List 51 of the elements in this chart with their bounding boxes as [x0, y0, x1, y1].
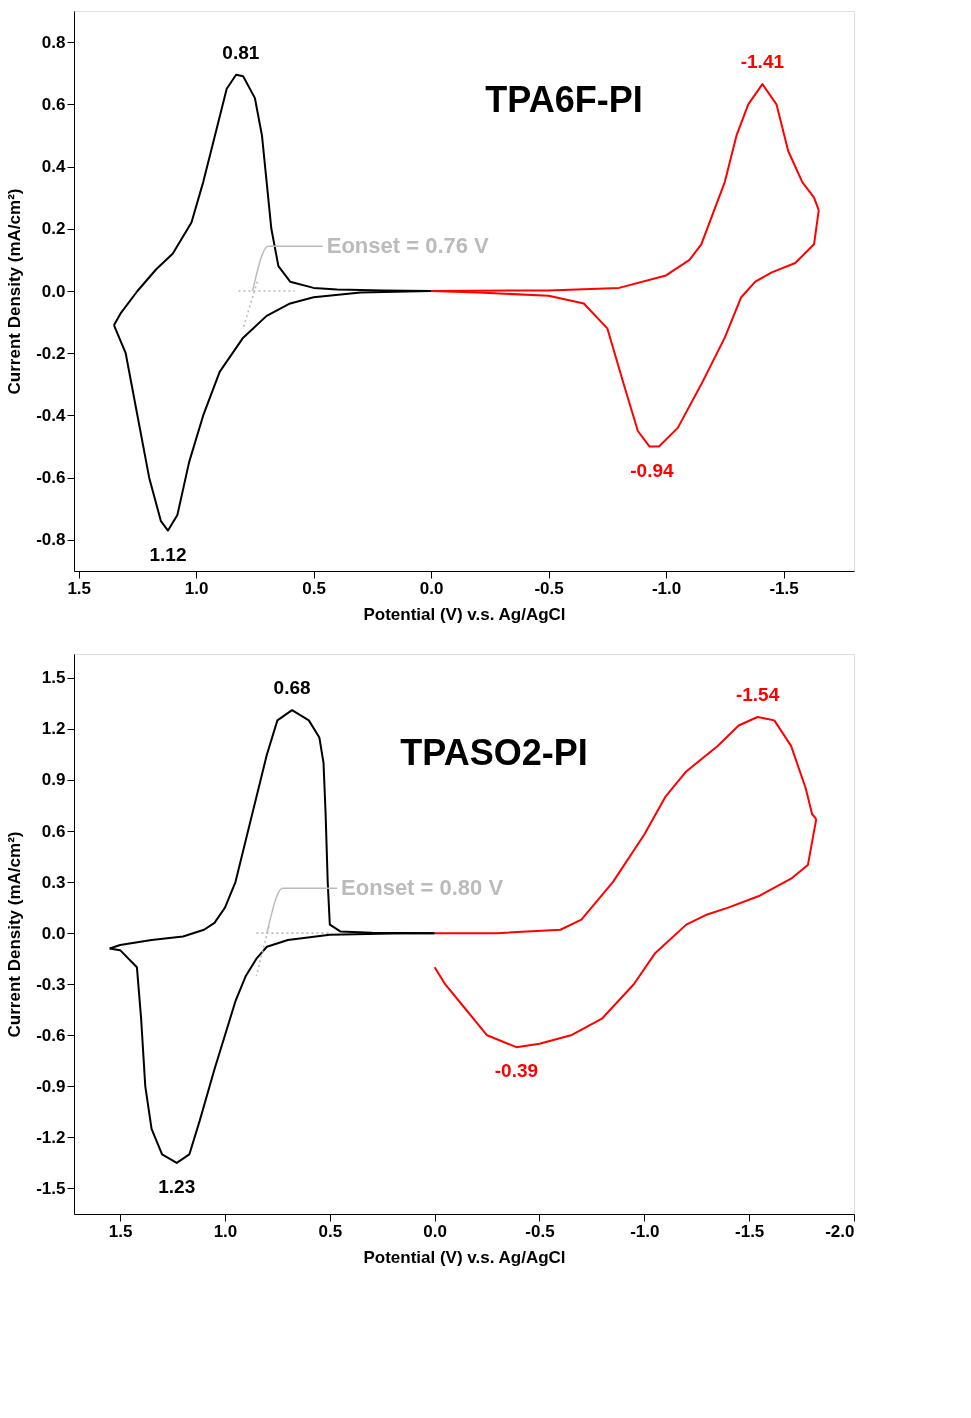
x-tick-label: 0.5 [318, 1221, 343, 1241]
y-tick-label: -0.3 [36, 974, 66, 994]
annotation: Eonset = 0.76 V [326, 233, 490, 259]
x-tick-label: 0.0 [419, 578, 444, 598]
annotation: 1.23 [158, 1175, 196, 1197]
y-axis-title: Current Density (mA/cm²) [5, 188, 25, 395]
x-tick-label: -1.0 [651, 578, 682, 598]
y-tick-label: 1.2 [41, 719, 66, 739]
x-tick-label: -0.5 [534, 578, 564, 598]
y-tick-label: 0.2 [41, 219, 66, 239]
y-tick-label: -0.2 [36, 343, 66, 363]
y-tick-label: 0.8 [41, 32, 66, 52]
x-axis-title: Potential (V) v.s. Ag/AgCl [363, 604, 566, 624]
y-tick-label: 0.3 [41, 872, 66, 892]
y-tick-label: -1.5 [36, 1178, 66, 1198]
x-tick-label: 1.5 [108, 1221, 133, 1241]
y-tick-label: 0.0 [41, 923, 66, 943]
y-tick-label: 0.4 [41, 157, 67, 177]
y-tick-label: 0.9 [41, 770, 66, 790]
x-tick-label: -2.0 [825, 1221, 855, 1241]
x-tick-label: 0.0 [423, 1221, 447, 1241]
y-tick-label: -0.8 [36, 530, 66, 550]
text: TPASO2-PI [400, 732, 588, 773]
x-tick-label: -1.5 [735, 1221, 765, 1241]
annotation: 1.12 [149, 543, 187, 565]
y-tick-label: 0.6 [41, 94, 66, 114]
annotation: 0.68 [273, 677, 311, 699]
x-tick-label: 1.0 [184, 578, 209, 598]
annotation: -1.54 [735, 683, 780, 705]
x-tick-label: -1.0 [630, 1221, 660, 1241]
x-tick-label: -1.5 [769, 578, 799, 598]
annotation: -0.39 [494, 1060, 539, 1082]
y-tick-label: -1.2 [36, 1127, 66, 1147]
y-tick-label: -0.4 [36, 405, 67, 425]
y-tick-label: 0.0 [41, 281, 66, 301]
x-tick-label: 0.5 [302, 578, 326, 598]
text: TPA6F-PI [485, 79, 643, 120]
y-tick-label: -0.6 [36, 468, 66, 488]
annotation: -0.94 [630, 459, 675, 481]
y-tick-label: -0.6 [36, 1025, 66, 1045]
y-tick-label: 1.5 [41, 668, 66, 688]
annotation: -1.41 [740, 51, 785, 73]
x-tick-label: -0.5 [525, 1221, 555, 1241]
y-axis-title: Current Density (mA/cm²) [5, 831, 25, 1038]
y-tick-label: -0.9 [36, 1076, 66, 1096]
x-tick-label: 1.0 [213, 1221, 238, 1241]
x-axis-title: Potential (V) v.s. Ag/AgCl [363, 1247, 566, 1267]
annotation: Eonset = 0.80 V [341, 875, 504, 901]
y-tick-label: 0.6 [41, 821, 66, 841]
annotation: 0.81 [222, 41, 260, 63]
x-tick-label: 1.5 [67, 578, 92, 598]
